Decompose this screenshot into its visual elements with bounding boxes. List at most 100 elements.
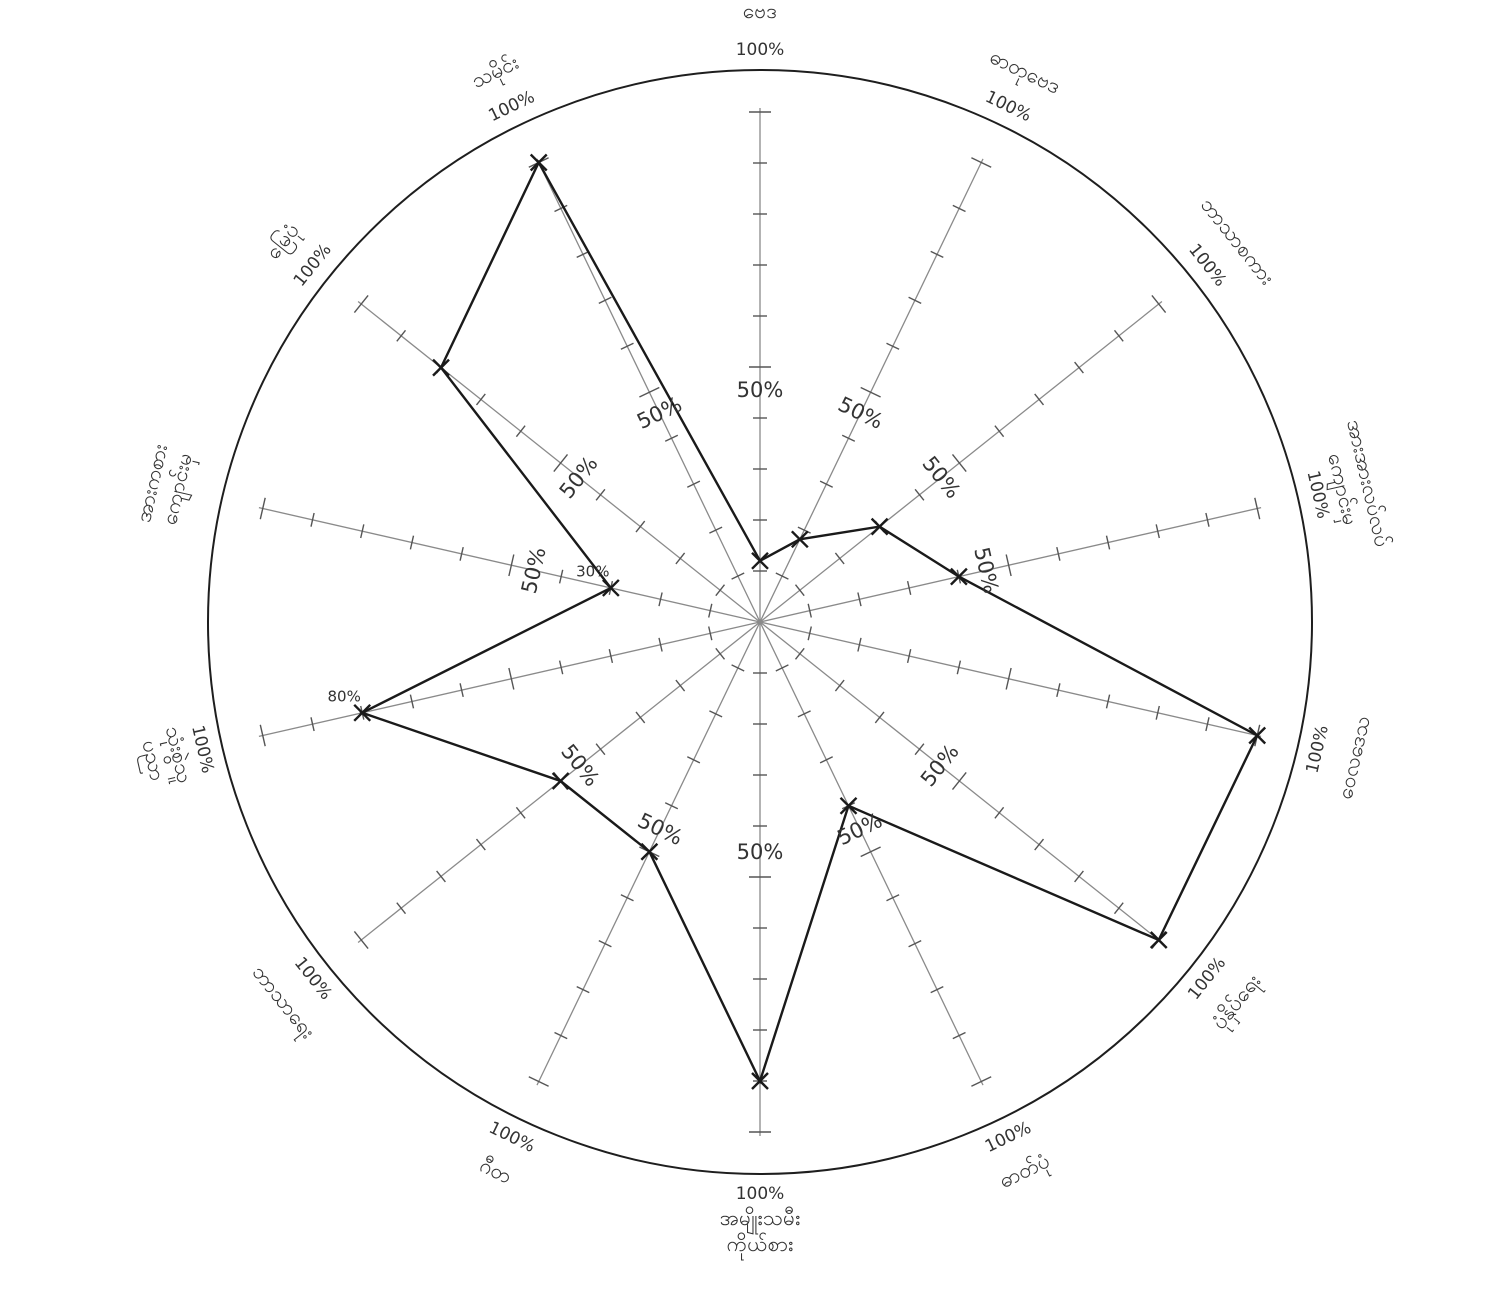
axis-tick — [797, 710, 811, 718]
axis-tick — [595, 743, 606, 756]
axis-tick — [709, 710, 723, 718]
axis-tick — [1205, 717, 1210, 732]
data-point — [1149, 931, 1168, 949]
data-point-stroke — [751, 551, 769, 570]
axis-tick — [459, 683, 464, 698]
axis-category-label: ဝေလဒေသ — [1333, 714, 1375, 802]
axis-category-label-line: ဝေလဒေသ — [1333, 714, 1375, 802]
axis-tick — [508, 554, 515, 577]
axis-tick — [874, 711, 885, 724]
axis-tick — [709, 526, 723, 534]
axis-tick — [971, 1076, 992, 1087]
axis-end-label: 100% — [736, 1184, 785, 1204]
axis-tick — [794, 647, 805, 660]
axis-tick — [1005, 554, 1012, 577]
radar-grid — [207, 69, 1313, 1175]
axis-tick — [914, 743, 925, 756]
axis-tick — [834, 552, 845, 565]
axis-tick — [353, 294, 369, 314]
axis-tick — [608, 649, 614, 664]
axis-tick — [664, 802, 679, 810]
axis-tick — [731, 664, 745, 672]
axis-tick — [708, 603, 713, 618]
axis-mid-label: 50% — [969, 545, 1003, 596]
axis-tick — [834, 679, 845, 692]
axis-tick — [1074, 870, 1084, 883]
axis-category-label-line: မြေပုံ — [259, 217, 308, 267]
axis-tick — [715, 584, 726, 597]
axis-tick — [475, 393, 486, 406]
data-point-stroke — [790, 530, 809, 549]
axis-spoke — [759, 621, 1163, 944]
axis-end-label: 100% — [1184, 240, 1230, 290]
data-point-stroke — [1149, 931, 1168, 949]
axis-tick — [841, 434, 856, 442]
data-point-stroke — [950, 567, 968, 586]
axis-end-label: 100% — [1303, 723, 1333, 775]
axis-spoke — [258, 621, 761, 738]
data-point-stroke — [601, 579, 620, 597]
axis-spoke — [759, 158, 984, 623]
axis-tick — [259, 497, 266, 520]
axis-tick — [819, 480, 834, 488]
axis-category-label-line: ကိုယ်စား — [727, 1231, 794, 1261]
axis-spoke — [357, 300, 761, 623]
axis-tick — [558, 660, 564, 675]
axis-end-label: 100% — [290, 953, 336, 1003]
data-point — [432, 358, 450, 377]
axis-spoke — [759, 621, 1262, 738]
outer-circle — [207, 69, 1313, 1175]
axis-tick — [639, 386, 660, 398]
data-point — [790, 530, 809, 549]
axis-mid-label: 50% — [737, 840, 784, 864]
axis-category-label: အမျိုးသမီးကိုယ်စား — [720, 1205, 801, 1261]
axis-tick — [952, 1031, 966, 1040]
axis-tick — [906, 580, 912, 595]
axis-tick — [409, 694, 415, 709]
axis-tick — [794, 584, 805, 597]
profile-polygon — [359, 159, 1259, 1085]
axis-tick — [807, 626, 812, 641]
axis-category-label: မြေပုံ — [259, 217, 308, 267]
data-point-stroke — [551, 772, 570, 790]
axis-tick — [553, 453, 569, 473]
axis-mid-label: 50% — [737, 378, 784, 402]
point-value-label: 80% — [328, 687, 361, 705]
axis-tick — [775, 572, 789, 580]
axis-tick — [956, 660, 962, 675]
axis-category-label: သုံးစွဲသူပညာ — [132, 724, 197, 787]
data-point — [529, 153, 548, 172]
axis-mid-label: 50% — [633, 392, 685, 434]
axis-tick — [906, 649, 912, 664]
axis-tick — [475, 838, 486, 851]
data-point — [551, 772, 570, 790]
axis-tick — [528, 1076, 549, 1087]
radar-series — [353, 153, 1267, 1090]
axis-tick — [731, 572, 745, 580]
axis-tick — [708, 626, 713, 641]
axis-tick — [620, 342, 634, 350]
axis-spoke — [536, 158, 761, 623]
axis-tick — [310, 512, 315, 527]
axis-tick — [1113, 329, 1124, 342]
axis-end-label: 100% — [1184, 953, 1230, 1003]
axis-tick — [1155, 705, 1160, 720]
axis-tick — [598, 296, 612, 305]
axis-mid-label: 50% — [517, 545, 551, 596]
data-point — [353, 703, 372, 722]
axis-tick — [1034, 393, 1045, 406]
point-value-label: 30% — [576, 563, 609, 581]
axis-tick — [994, 425, 1005, 438]
axis-tick — [797, 526, 811, 534]
axis-tick — [620, 894, 634, 902]
axis-tick — [508, 667, 515, 690]
axis-tick — [675, 552, 686, 565]
axis-category-label: ဓာတ်ပုံ — [995, 1148, 1056, 1198]
axis-tick — [664, 434, 679, 442]
data-point — [870, 517, 889, 536]
axis-category-label: ဗေဒ — [743, 0, 777, 23]
axis-category-label-line: ပညာ — [132, 738, 169, 784]
axis-tick — [1155, 524, 1160, 539]
axis-tick — [971, 157, 992, 168]
